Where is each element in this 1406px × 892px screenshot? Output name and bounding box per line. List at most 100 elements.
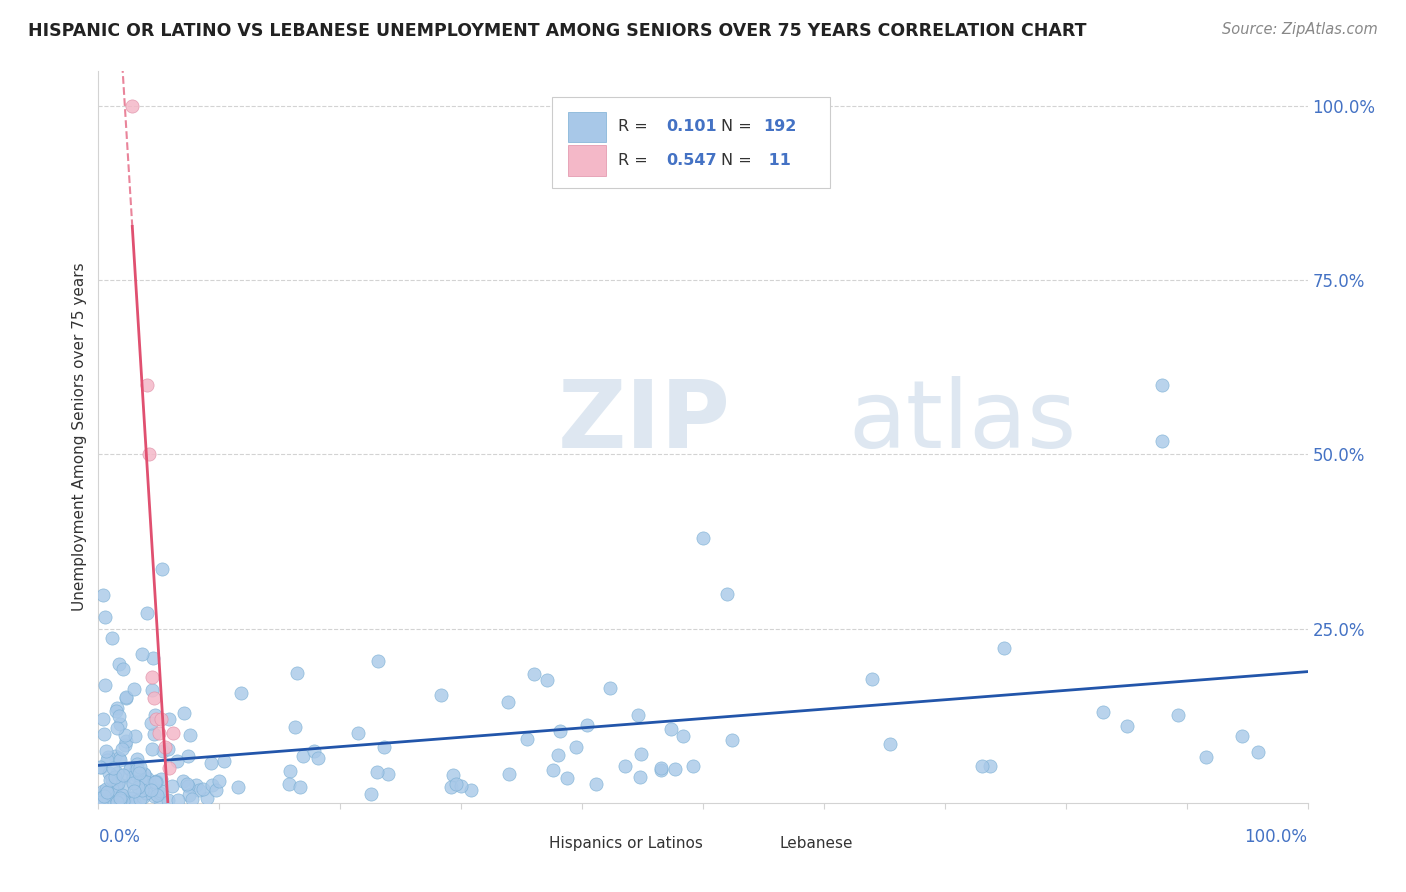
Point — [292, 748, 315, 763]
Point — [93, 727, 115, 741]
Point — [128, 791, 150, 805]
Point — [671, 730, 693, 744]
Point — [347, 725, 370, 739]
Point — [284, 720, 307, 734]
Point — [149, 792, 172, 806]
Text: R =: R = — [619, 120, 654, 135]
Point — [516, 731, 538, 746]
Point — [127, 752, 149, 766]
Point — [107, 776, 129, 790]
Point — [145, 774, 167, 789]
Point — [716, 587, 738, 601]
Point — [111, 767, 134, 781]
Point — [104, 772, 127, 787]
FancyBboxPatch shape — [509, 832, 540, 854]
Point — [127, 756, 149, 771]
Point — [96, 785, 118, 799]
Point — [104, 749, 127, 764]
Point — [377, 766, 399, 780]
Point — [536, 673, 558, 688]
Point — [659, 722, 682, 736]
Point — [121, 99, 143, 113]
Point — [460, 782, 482, 797]
Point — [548, 723, 571, 738]
Point — [129, 772, 152, 787]
Point — [91, 784, 114, 798]
Text: 0.547: 0.547 — [666, 153, 717, 168]
Point — [125, 769, 148, 783]
Point — [373, 739, 395, 754]
Point — [167, 793, 190, 807]
Point — [148, 726, 170, 740]
Point — [136, 771, 159, 785]
Point — [972, 759, 994, 773]
Point — [231, 686, 253, 700]
Point — [115, 733, 138, 747]
Point — [112, 793, 135, 807]
Point — [152, 744, 174, 758]
Point — [91, 588, 114, 602]
Text: 0.101: 0.101 — [666, 120, 717, 135]
Point — [162, 726, 184, 740]
Point — [1152, 434, 1174, 448]
Point — [160, 779, 183, 793]
Point — [97, 793, 120, 807]
Point — [547, 747, 569, 762]
Point — [166, 755, 188, 769]
Point — [157, 793, 180, 807]
Point — [97, 750, 120, 764]
Point — [107, 657, 129, 672]
Point — [205, 783, 228, 797]
Text: Source: ZipAtlas.com: Source: ZipAtlas.com — [1222, 22, 1378, 37]
Point — [128, 765, 150, 780]
Point — [121, 790, 143, 805]
Text: Hispanics or Latinos: Hispanics or Latinos — [550, 837, 703, 851]
Point — [143, 708, 166, 723]
Point — [172, 773, 194, 788]
Point — [145, 712, 167, 726]
Point — [149, 772, 172, 786]
Point — [195, 790, 218, 805]
Point — [188, 783, 211, 797]
Point — [149, 784, 172, 798]
Point — [101, 631, 124, 645]
Point — [290, 780, 312, 795]
Point — [90, 760, 112, 774]
Point — [156, 742, 179, 756]
Point — [177, 749, 200, 764]
Point — [1167, 708, 1189, 723]
Point — [141, 683, 163, 698]
Point — [993, 641, 1015, 656]
Point — [692, 531, 714, 545]
Point — [135, 606, 157, 620]
Point — [127, 780, 149, 794]
Point — [142, 727, 165, 741]
Point — [208, 774, 231, 789]
Text: Lebanese: Lebanese — [779, 837, 852, 851]
Point — [107, 709, 129, 723]
Point — [450, 779, 472, 793]
Point — [150, 562, 173, 576]
Point — [122, 784, 145, 798]
Point — [150, 712, 173, 726]
Point — [614, 759, 637, 773]
Point — [132, 767, 155, 781]
Point — [860, 672, 883, 686]
Point — [523, 667, 546, 681]
Point — [599, 681, 621, 696]
Point — [139, 716, 162, 731]
Point — [285, 666, 308, 681]
Point — [146, 789, 169, 803]
Point — [93, 609, 115, 624]
Point — [127, 762, 149, 776]
Point — [628, 770, 651, 784]
Point — [105, 795, 128, 809]
Point — [541, 764, 564, 778]
Point — [630, 747, 652, 762]
Point — [115, 691, 138, 706]
Point — [98, 772, 121, 787]
Point — [360, 787, 382, 801]
Point — [111, 790, 134, 805]
Point — [124, 729, 146, 743]
Text: 100.0%: 100.0% — [1244, 829, 1308, 847]
